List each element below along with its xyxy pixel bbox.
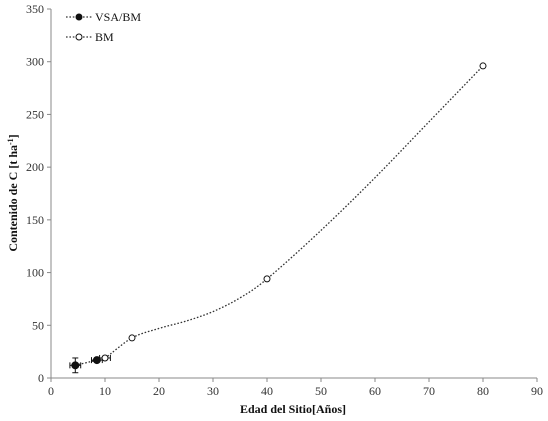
x-ticks: 0 10 20 30 40 50 60 70 80 90	[48, 378, 543, 398]
y-tick-label: 50	[32, 318, 44, 332]
legend-item-vsa-bm: VSA/BM	[66, 10, 141, 24]
data-point-bm	[479, 62, 487, 70]
y-tick-label: 200	[26, 160, 44, 174]
y-tick-label: 350	[26, 2, 44, 16]
x-tick-label: 40	[261, 384, 273, 398]
legend-label-vsa-bm: VSA/BM	[95, 10, 141, 24]
y-tick-label: 100	[26, 266, 44, 280]
x-tick-label: 10	[99, 384, 111, 398]
y-tick-label: 300	[26, 55, 44, 69]
x-tick-label: 30	[207, 384, 219, 398]
x-tick-label: 70	[423, 384, 435, 398]
x-tick-label: 60	[369, 384, 381, 398]
y-axis-title-main: Contenido de C [t ha	[6, 145, 20, 252]
x-tick-label: 20	[153, 384, 165, 398]
y-axis-title-end: ]	[6, 134, 20, 138]
x-tick-label: 90	[531, 384, 543, 398]
data-point-bm	[128, 334, 136, 342]
axes	[50, 9, 537, 379]
y-tick-label: 250	[26, 107, 44, 121]
y-tick-label: 0	[38, 371, 44, 385]
x-tick-label: 80	[477, 384, 489, 398]
x-tick-label: 50	[315, 384, 327, 398]
legend: VSA/BM BM	[66, 10, 141, 44]
data-point-vsa-bm	[92, 356, 101, 365]
x-tick-label: 0	[48, 384, 54, 398]
x-axis-title: Edad del Sitio[Años]	[240, 402, 346, 416]
y-tick-label: 150	[26, 213, 44, 227]
y-axis-title-sup: -1	[6, 138, 15, 145]
legend-marker-bm	[75, 33, 83, 41]
trend-line	[75, 65, 484, 366]
legend-label-bm: BM	[95, 30, 114, 44]
data-point-bm	[263, 275, 271, 283]
y-ticks: 0 50 100 150 200 250 300 350	[26, 2, 51, 385]
data-point-vsa-bm	[71, 361, 80, 370]
y-axis-title: Contenido de C [t ha-1]	[6, 134, 20, 251]
legend-item-bm: BM	[66, 30, 114, 44]
data-markers	[71, 62, 487, 370]
legend-marker-vsa-bm	[75, 13, 83, 21]
data-point-bm	[101, 354, 109, 362]
